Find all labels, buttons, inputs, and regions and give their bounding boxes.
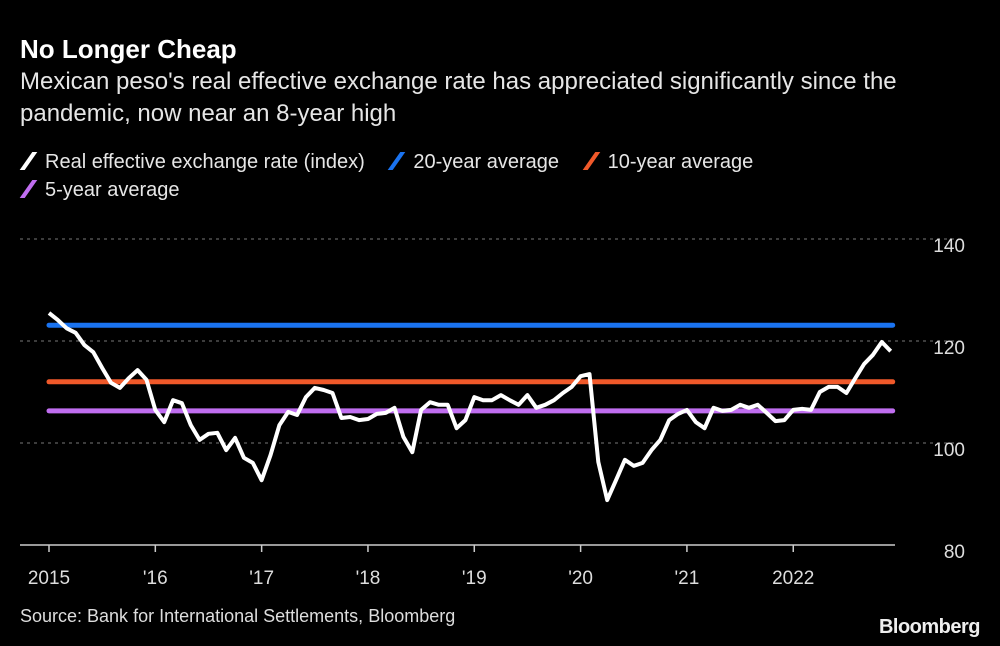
source-note: Source: Bank for International Settlemen…	[20, 606, 456, 626]
chart-subtitle: Mexican peso's real effective exchange r…	[20, 68, 897, 127]
legend-item-reer: Real effective exchange rate (index)	[19, 148, 365, 176]
legend-label: 10-year average	[607, 151, 754, 173]
legend-item-5y: 5-year average	[19, 176, 180, 204]
legend-item-10y: 10-year average	[582, 148, 754, 176]
x-tick-label: 2015	[28, 568, 70, 589]
legend: Real effective exchange rate (index) 20-…	[19, 148, 920, 204]
y-tick-label: 140	[933, 236, 965, 257]
legend-label: 20-year average	[413, 151, 560, 173]
reer-line	[47, 311, 893, 503]
x-tick-label: '21	[675, 568, 700, 589]
x-tick-label: 2022	[772, 568, 814, 589]
legend-label: Real effective exchange rate (index)	[45, 151, 365, 173]
bloomberg-logo: Bloomberg	[878, 616, 981, 638]
x-tick-label: '16	[143, 568, 168, 589]
x-tick-label: '20	[568, 568, 593, 589]
y-tick-label: 80	[944, 542, 965, 563]
y-tick-label: 100	[933, 440, 965, 461]
legend-item-20y: 20-year average	[388, 148, 559, 176]
x-tick-label: '18	[356, 568, 381, 589]
x-tick-label: '17	[249, 568, 274, 589]
legend-label: 5-year average	[45, 179, 180, 201]
chart-title: No Longer Cheap	[20, 34, 237, 64]
x-tick-label: '19	[462, 568, 487, 589]
y-tick-label: 120	[933, 338, 965, 359]
